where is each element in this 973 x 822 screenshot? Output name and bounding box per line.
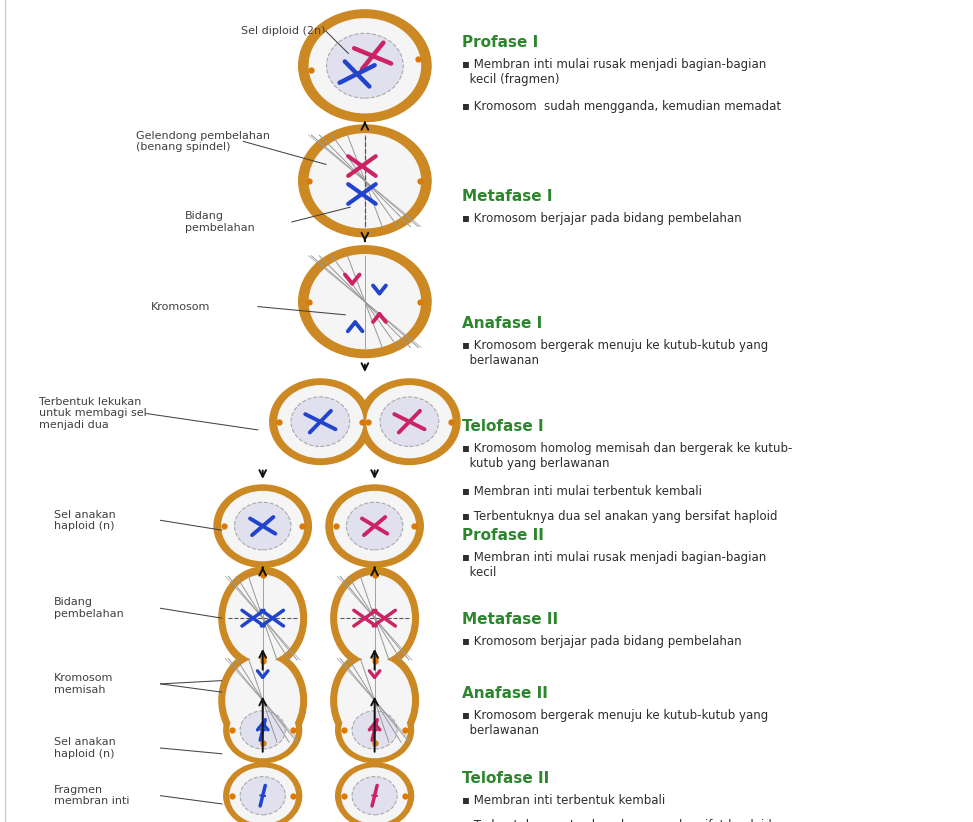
Circle shape (299, 125, 431, 237)
Text: Bidang
pembelahan: Bidang pembelahan (54, 598, 124, 619)
Circle shape (214, 485, 311, 567)
Text: Metafase I: Metafase I (462, 189, 553, 204)
Circle shape (224, 697, 302, 763)
Text: ▪ Membran inti mulai rusak menjadi bagian-bagian
  kecil (fragmen): ▪ Membran inti mulai rusak menjadi bagia… (462, 58, 767, 85)
Circle shape (336, 763, 414, 822)
Text: Fragmen
membran inti: Fragmen membran inti (54, 785, 129, 806)
Text: ▪ Terbentuk empat sel anakan yang bersifat haploid: ▪ Terbentuk empat sel anakan yang bersif… (462, 819, 772, 822)
Text: ▪ Kromosom homolog memisah dan bergerak ke kutub-
  kutub yang berlawanan: ▪ Kromosom homolog memisah dan bergerak … (462, 442, 793, 470)
Circle shape (299, 10, 431, 122)
Text: Anafase II: Anafase II (462, 686, 548, 701)
Text: ▪ Kromosom bergerak menuju ke kutub-kutub yang
  berlawanan: ▪ Kromosom bergerak menuju ke kutub-kutu… (462, 709, 769, 737)
Circle shape (342, 702, 408, 758)
Circle shape (291, 397, 349, 446)
Text: Kromosom: Kromosom (151, 302, 210, 312)
Circle shape (342, 768, 408, 822)
Text: Telofase I: Telofase I (462, 419, 544, 434)
Ellipse shape (331, 567, 418, 669)
Text: ▪ Terbentuknya dua sel anakan yang bersifat haploid: ▪ Terbentuknya dua sel anakan yang bersi… (462, 510, 777, 523)
Ellipse shape (331, 649, 418, 751)
Text: ▪ Kromosom  sudah mengganda, kemudian memadat: ▪ Kromosom sudah mengganda, kemudian mem… (462, 100, 781, 113)
Circle shape (352, 711, 397, 749)
Text: Profase I: Profase I (462, 35, 538, 49)
Circle shape (352, 777, 397, 815)
Text: Telofase II: Telofase II (462, 771, 550, 786)
Ellipse shape (226, 658, 300, 743)
Circle shape (240, 711, 285, 749)
Ellipse shape (338, 575, 412, 661)
Ellipse shape (219, 567, 306, 669)
Circle shape (270, 379, 371, 464)
Circle shape (222, 492, 304, 561)
Circle shape (224, 763, 302, 822)
Circle shape (230, 768, 296, 822)
Circle shape (334, 492, 415, 561)
Text: Sel diploid (2n): Sel diploid (2n) (241, 26, 326, 36)
Circle shape (359, 379, 460, 464)
Text: Kromosom
memisah: Kromosom memisah (54, 673, 113, 695)
Ellipse shape (338, 658, 412, 743)
Text: Terbentuk lekukan
untuk membagi sel
menjadi dua: Terbentuk lekukan untuk membagi sel menj… (39, 397, 147, 430)
Circle shape (230, 702, 296, 758)
Text: ▪ Kromosom bergerak menuju ke kutub-kutub yang
  berlawanan: ▪ Kromosom bergerak menuju ke kutub-kutu… (462, 339, 769, 367)
Circle shape (234, 502, 291, 550)
Circle shape (326, 485, 423, 567)
Text: ▪ Membran inti mulai terbentuk kembali: ▪ Membran inti mulai terbentuk kembali (462, 485, 703, 498)
Text: ▪ Kromosom berjajar pada bidang pembelahan: ▪ Kromosom berjajar pada bidang pembelah… (462, 212, 741, 225)
Circle shape (309, 19, 420, 113)
Text: ▪ Membran inti mulai rusak menjadi bagian-bagian
  kecil: ▪ Membran inti mulai rusak menjadi bagia… (462, 551, 767, 579)
Circle shape (327, 34, 403, 98)
Ellipse shape (226, 575, 300, 661)
Circle shape (367, 386, 451, 458)
Circle shape (309, 255, 420, 349)
Text: Gelendong pembelahan
(benang spindel): Gelendong pembelahan (benang spindel) (136, 131, 270, 152)
Text: ▪ Kromosom berjajar pada bidang pembelahan: ▪ Kromosom berjajar pada bidang pembelah… (462, 635, 741, 649)
Circle shape (309, 134, 420, 228)
Circle shape (299, 246, 431, 358)
Text: Bidang
pembelahan: Bidang pembelahan (185, 211, 255, 233)
Text: Metafase II: Metafase II (462, 612, 559, 627)
Circle shape (346, 502, 403, 550)
Text: Profase II: Profase II (462, 528, 544, 543)
Text: Sel anakan
haploid (n): Sel anakan haploid (n) (54, 510, 115, 531)
Circle shape (278, 386, 363, 458)
Text: Anafase I: Anafase I (462, 316, 542, 331)
Text: ▪ Membran inti terbentuk kembali: ▪ Membran inti terbentuk kembali (462, 794, 666, 807)
Circle shape (240, 777, 285, 815)
Circle shape (380, 397, 439, 446)
Circle shape (336, 697, 414, 763)
Text: Sel anakan
haploid (n): Sel anakan haploid (n) (54, 737, 115, 759)
Ellipse shape (219, 649, 306, 751)
